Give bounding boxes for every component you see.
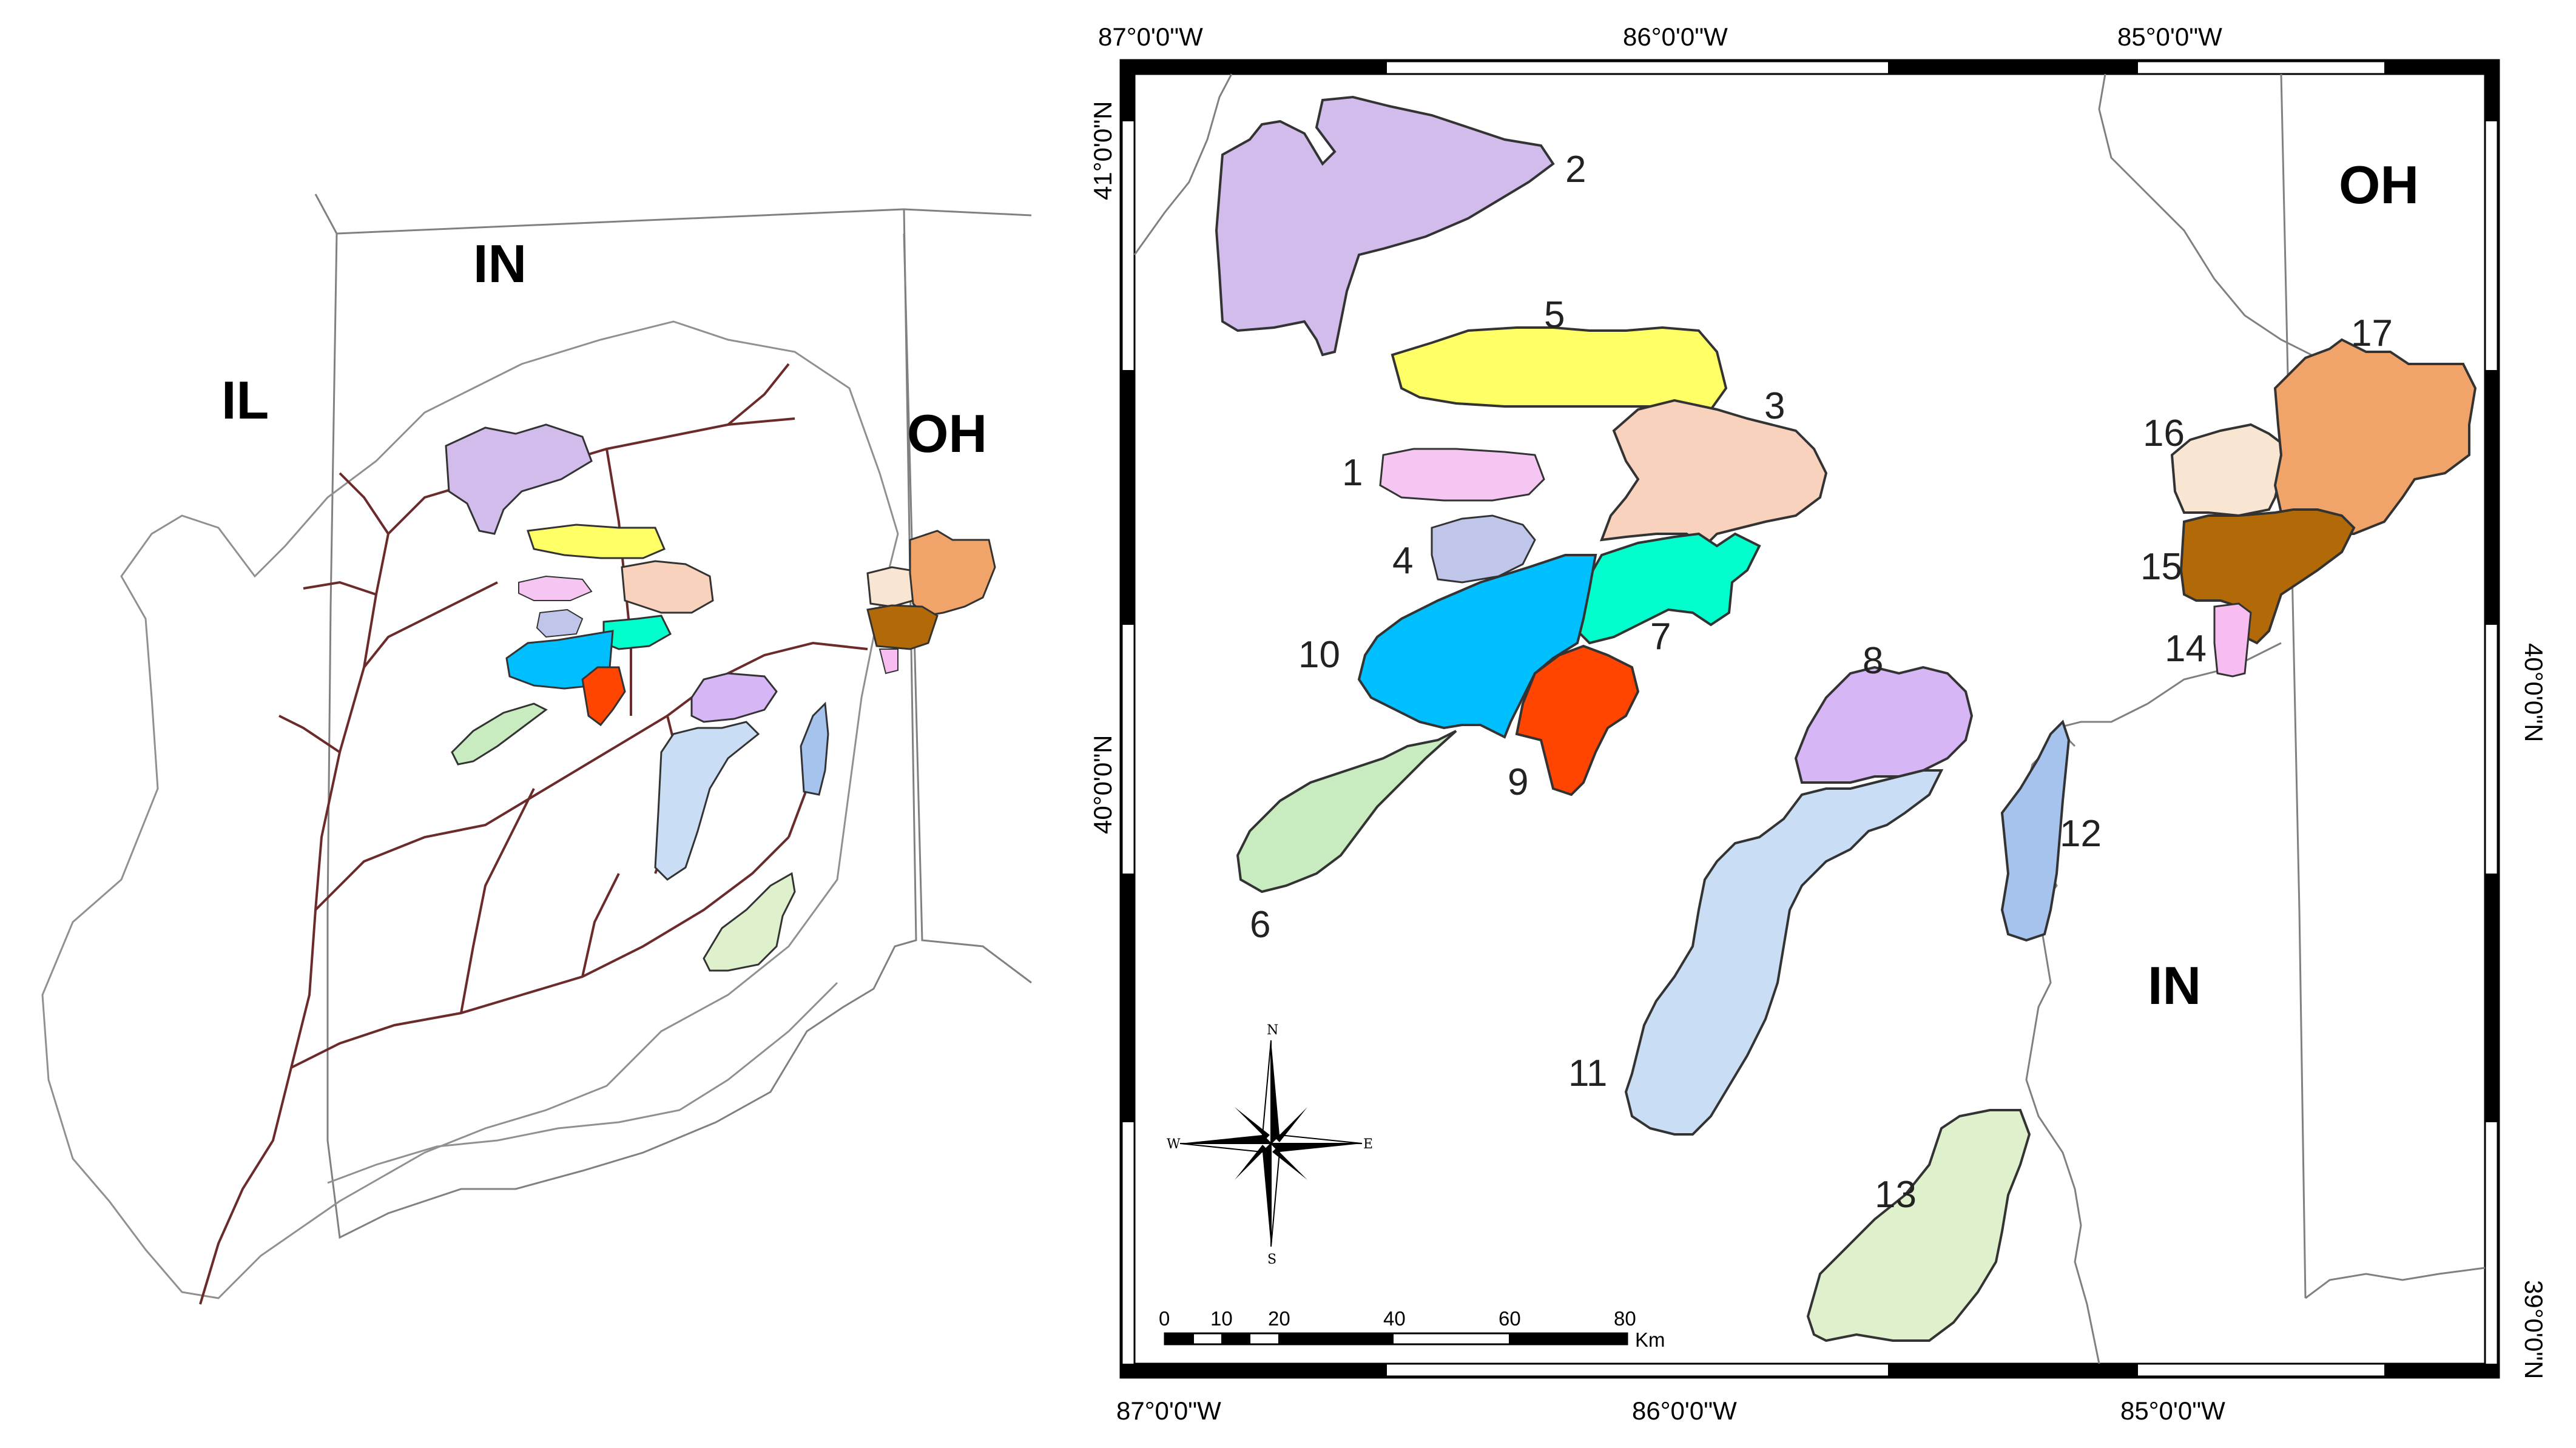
scale-tick-20: 20: [1268, 1307, 1290, 1330]
watershed-label-12: 12: [2060, 813, 2102, 855]
left-label-il: IL: [221, 370, 269, 430]
north-arrow-icon: N S E W: [1167, 1023, 1373, 1267]
watershed-label-7: 7: [1650, 616, 1671, 658]
right-lat-39: 39°0'0"N: [2520, 1280, 2548, 1379]
state-border-top: [1133, 73, 2486, 1364]
scale-tick-60: 60: [1499, 1307, 1521, 1330]
scale-tick-0: 0: [1159, 1307, 1170, 1330]
left-watershed-2: [445, 423, 593, 535]
left-lat-40: 40°0'0"N: [1088, 735, 1117, 835]
watershed-label-4: 4: [1392, 540, 1413, 582]
watershed-15: [2179, 508, 2356, 645]
left-label-oh: OH: [907, 403, 987, 463]
left-watershed-9: [581, 666, 626, 727]
compass-s: S: [1267, 1252, 1276, 1267]
left-watershed-13: [703, 872, 796, 972]
watershed-label-2: 2: [1565, 149, 1586, 190]
scale-tick-40: 40: [1383, 1307, 1406, 1330]
top-lon-86: 86°0'0"W: [1623, 22, 1728, 51]
watershed-1: [1379, 448, 1545, 502]
river-network: [199, 363, 868, 1305]
left-watershed-3: [621, 560, 714, 614]
bottom-lon-87: 87°0'0"W: [1116, 1396, 1221, 1425]
watershed-label-16: 16: [2143, 413, 2185, 454]
watershed-17: [2273, 338, 2477, 535]
left-watershed-12: [800, 701, 829, 796]
inner-frame: [1133, 73, 2486, 1365]
bottom-lon-85: 85°0'0"W: [2120, 1396, 2225, 1425]
map-frame: [1119, 59, 2500, 1379]
compass-e: E: [1363, 1137, 1373, 1152]
watershed-11: [1624, 769, 1944, 1136]
right-detail-map: 1 2 3 4 5 6 7 8 9 10 11 12 13 14 15 16 1…: [1088, 22, 2548, 1425]
left-watershed-11: [654, 721, 760, 881]
watershed-6: [1236, 730, 1457, 894]
bottom-lon-86: 86°0'0"W: [1632, 1396, 1737, 1425]
compass-n: N: [1267, 1023, 1278, 1038]
left-watershed-17: [909, 530, 996, 617]
watershed-label-3: 3: [1764, 385, 1785, 427]
watershed-label-15: 15: [2140, 546, 2182, 588]
right-label-in: IN: [2148, 955, 2201, 1015]
watershed-label-11: 11: [1568, 1052, 1607, 1094]
watershed-4: [1431, 514, 1536, 584]
left-overview-map: IL IN OH: [41, 194, 1032, 1305]
left-watershed-7: [602, 615, 672, 650]
watershed-3: [1599, 399, 1828, 548]
watershed-5: [1391, 326, 1728, 411]
watershed-label-14: 14: [2165, 628, 2207, 670]
oh-in-border: [2280, 73, 2307, 1299]
left-watershed-1: [518, 575, 593, 601]
watershed-14: [2213, 602, 2252, 678]
left-watershed-4: [536, 608, 584, 638]
compass-w: W: [1167, 1137, 1181, 1152]
scale-tick-80: 80: [1614, 1307, 1636, 1330]
graticule-bars: [1121, 61, 2498, 1377]
left-watershed-5: [526, 524, 666, 559]
watershed-label-1: 1: [1342, 452, 1363, 494]
left-lat-41: 41°0'0"N: [1088, 101, 1117, 201]
watershed-label-9: 9: [1508, 761, 1528, 803]
watershed-label-13: 13: [1875, 1174, 1917, 1216]
left-label-in: IN: [473, 234, 527, 294]
watershed-label-8: 8: [1863, 640, 1883, 682]
basin-outline-lower: [327, 982, 838, 1184]
left-watershed-16: [866, 566, 914, 608]
watershed-9: [1515, 644, 1640, 796]
left-watershed-14: [878, 648, 899, 675]
watershed-16: [2170, 423, 2282, 517]
watershed-8: [1794, 665, 1974, 784]
left-watershed-15: [866, 604, 939, 650]
right-label-oh: OH: [2339, 155, 2419, 215]
top-lon-87: 87°0'0"W: [1098, 22, 1203, 51]
watershed-labels: 1 2 3 4 5 6 7 8 9 10 11 12 13 14 15 16 1…: [1250, 149, 2393, 1216]
indiana-boundary: [326, 208, 917, 1239]
watershed-12: [2000, 719, 2071, 942]
right-lat-40: 40°0'0"N: [2520, 643, 2548, 743]
scale-unit: Km: [1635, 1328, 1665, 1351]
watershed-label-6: 6: [1250, 904, 1270, 946]
watershed-label-10: 10: [1298, 634, 1340, 676]
watershed-2: [1215, 95, 1555, 357]
watershed-13: [1806, 1109, 2031, 1342]
left-watershed-6: [451, 702, 548, 766]
scale-bar: 0 10 20 40 60 80 Km: [1159, 1307, 1665, 1351]
top-lon-85: 85°0'0"W: [2117, 22, 2222, 51]
left-watershed-8: [690, 672, 778, 723]
watershed-label-17: 17: [2351, 312, 2393, 354]
watershed-label-5: 5: [1544, 294, 1565, 336]
frame-corner: [2485, 61, 2498, 74]
scale-tick-10: 10: [1210, 1307, 1233, 1330]
